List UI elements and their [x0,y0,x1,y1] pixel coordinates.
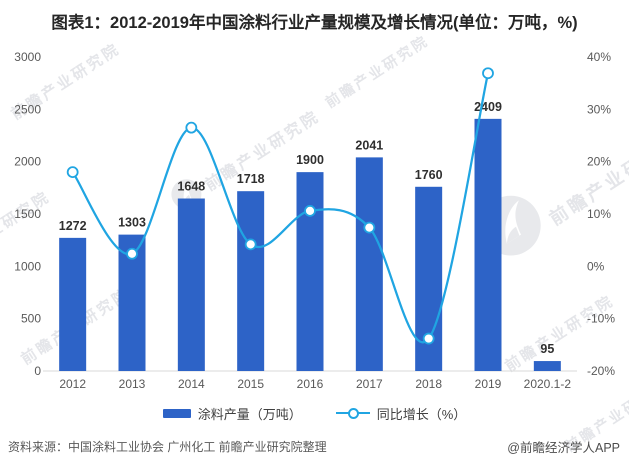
value-label-2019: 2409 [474,100,502,114]
growth-marker-2017[interactable] [363,221,376,234]
category-label-2014: 2014 [178,377,205,391]
growth-marker-2014[interactable] [185,121,198,134]
legend-label-growth: 同比增长（%） [376,406,467,422]
category-label-2018: 2018 [415,377,442,391]
combo-chart: 0 500 1000 1500 2000 2500 3000 -20% -10% 0% 10% 20%… [14,50,615,391]
bar-2019[interactable] [474,118,502,371]
value-label-2017: 2041 [355,138,383,152]
value-label-2014: 1648 [177,180,205,194]
growth-line [71,72,490,344]
value-label-2020.1-2: 95 [540,342,554,356]
right-axis-tick-10%: 10% [587,207,611,221]
category-label-2017: 2017 [356,377,383,391]
growth-marker-2015[interactable] [244,238,257,251]
legend-label-production: 涂料产量（万吨） [197,406,302,422]
right-axis-tick-40%: 40% [587,50,611,64]
category-label-2013: 2013 [119,377,146,391]
growth-marker-2018[interactable] [422,332,435,345]
left-axis-tick-1000: 1000 [14,259,41,273]
value-label-2018: 1760 [415,168,443,182]
legend: 涂料产量（万吨） 同比增长（%） [0,403,629,423]
bar-2012[interactable] [59,237,87,371]
category-label-2012: 2012 [59,377,86,391]
left-axis-tick-1500: 1500 [14,207,41,221]
bar-swatch-icon [162,408,191,418]
growth-marker-2012[interactable] [66,166,79,179]
growth-marker-2013[interactable] [126,247,138,260]
source-note: 资料来源：中国涂料工业协会 广州化工 前瞻产业研究院整理 [8,440,327,454]
value-label-2012: 1272 [59,219,87,233]
legend-item-production[interactable]: 涂料产量（万吨） [162,404,302,423]
chart-title: 图表1：2012-2019年中国涂料行业产量规模及增长情况(单位：万吨，%) [51,14,578,32]
bar-2017[interactable] [355,157,383,371]
left-axis-tick-2500: 2500 [14,102,41,116]
right-axis-tick--10%: -10% [587,312,615,326]
category-label-2019: 2019 [475,377,502,391]
value-label-2015: 1718 [237,172,265,186]
bar-2014[interactable] [177,198,205,371]
left-axis-tick-500: 500 [21,312,41,326]
value-label-2013: 1303 [118,216,146,230]
bar-2015[interactable] [237,191,265,371]
left-axis-tick-2000: 2000 [14,155,41,169]
category-label-2015: 2015 [237,377,264,391]
growth-marker-2016[interactable] [304,204,316,217]
right-axis-tick-20%: 20% [587,155,611,169]
bar-2016[interactable] [296,172,324,371]
line-swatch-marker-icon [347,408,359,419]
legend-item-growth[interactable]: 同比增长（%） [335,404,467,423]
growth-marker-2019[interactable] [482,67,494,80]
left-axis-tick-3000: 3000 [14,50,41,64]
category-label-2020.1-2: 2020.1-2 [524,377,572,391]
brand-credit: @前瞻经济学人APP [507,441,620,455]
category-label-2016: 2016 [297,377,324,391]
right-axis-tick-30%: 30% [587,102,611,116]
footer: 资料来源：中国涂料工业协会 广州化工 前瞻产业研究院整理 @前瞻经济学人APP [0,437,629,456]
bar-2020.1-2[interactable] [533,361,561,371]
right-axis-tick-0%: 0% [587,259,605,273]
right-axis-tick--20%: -20% [587,364,615,378]
value-label-2016: 1900 [296,153,324,167]
left-axis-tick-0: 0 [34,364,41,378]
line-swatch-icon [335,408,370,419]
